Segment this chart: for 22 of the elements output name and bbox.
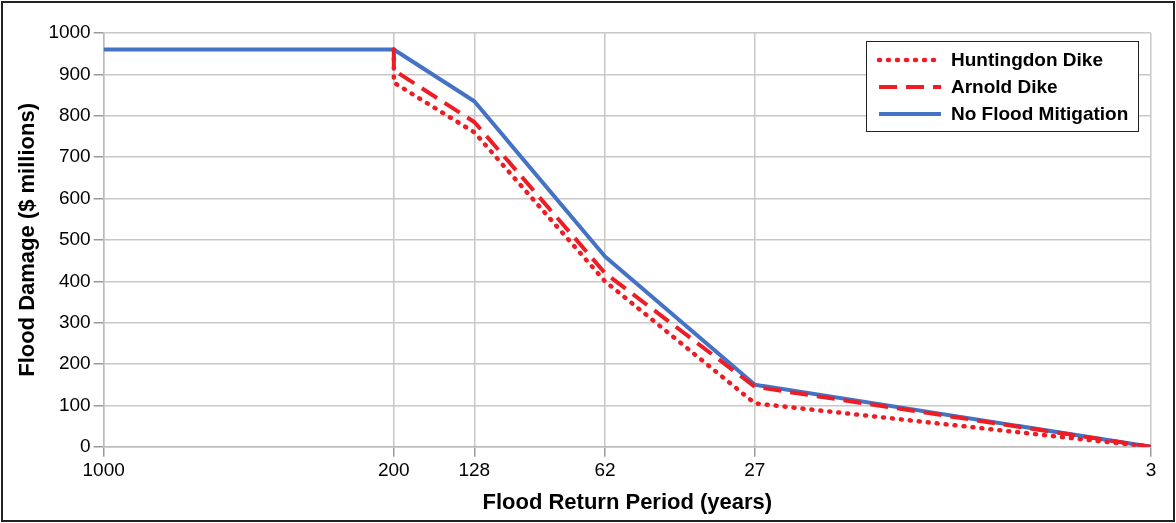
legend-label: No Flood Mitigation [951,102,1129,125]
y-tick-label: 500 [58,228,91,250]
x-tick-label: 3 [1145,459,1157,481]
y-tick-label: 200 [58,352,91,374]
y-tick-label: 700 [58,145,91,167]
y-axis-title: Flood Damage ($ millions) [14,102,40,377]
y-tick-label: 0 [80,435,91,457]
x-tick-label: 62 [594,459,616,481]
x-tick-label: 1000 [82,459,125,481]
y-tick-label: 600 [58,186,91,208]
x-tick-label: 200 [377,459,410,481]
legend-label: Huntingdon Dike [951,48,1103,71]
x-tick-label: 128 [458,459,491,481]
y-tick-label: 900 [58,62,91,84]
x-axis-title: Flood Return Period (years) [482,488,773,514]
y-tick-label: 300 [58,310,91,332]
y-tick-label: 400 [58,269,91,291]
y-tick-label: 100 [58,393,91,415]
legend-label: Arnold Dike [951,75,1058,98]
y-tick-label: 1000 [48,21,91,43]
x-tick-label: 27 [744,459,766,481]
y-tick-label: 800 [58,103,91,125]
